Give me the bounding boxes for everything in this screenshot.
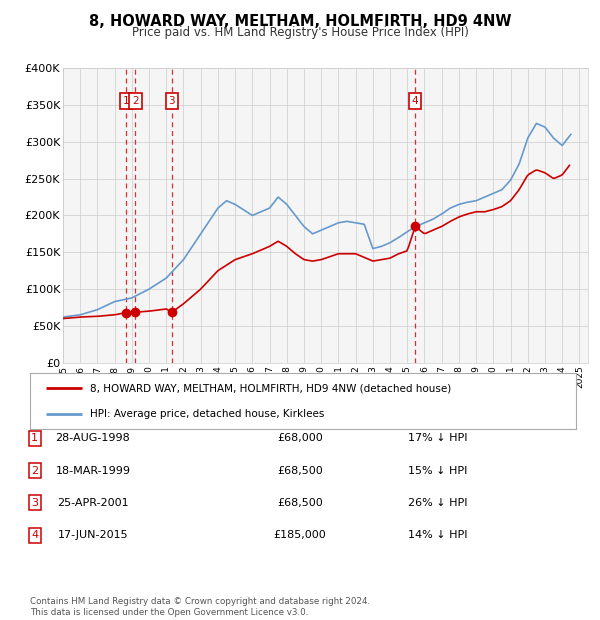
- Text: £68,500: £68,500: [277, 498, 323, 508]
- Text: 4: 4: [31, 530, 38, 540]
- Text: 26% ↓ HPI: 26% ↓ HPI: [408, 498, 468, 508]
- Text: 14% ↓ HPI: 14% ↓ HPI: [408, 530, 468, 540]
- Text: HPI: Average price, detached house, Kirklees: HPI: Average price, detached house, Kirk…: [90, 409, 325, 419]
- Text: 1: 1: [31, 433, 38, 443]
- Text: £185,000: £185,000: [274, 530, 326, 540]
- Text: 2: 2: [132, 96, 139, 107]
- Text: Price paid vs. HM Land Registry's House Price Index (HPI): Price paid vs. HM Land Registry's House …: [131, 26, 469, 39]
- Text: 8, HOWARD WAY, MELTHAM, HOLMFIRTH, HD9 4NW (detached house): 8, HOWARD WAY, MELTHAM, HOLMFIRTH, HD9 4…: [90, 383, 451, 393]
- Text: £68,500: £68,500: [277, 466, 323, 476]
- Text: 2: 2: [31, 466, 38, 476]
- Text: 18-MAR-1999: 18-MAR-1999: [56, 466, 131, 476]
- Text: 3: 3: [31, 498, 38, 508]
- Text: 3: 3: [169, 96, 175, 107]
- Text: 17-JUN-2015: 17-JUN-2015: [58, 530, 128, 540]
- Text: 25-APR-2001: 25-APR-2001: [57, 498, 129, 508]
- Text: 4: 4: [412, 96, 418, 107]
- Text: 1: 1: [122, 96, 129, 107]
- Text: £68,000: £68,000: [277, 433, 323, 443]
- Text: 28-AUG-1998: 28-AUG-1998: [56, 433, 130, 443]
- Text: 17% ↓ HPI: 17% ↓ HPI: [408, 433, 468, 443]
- Text: 8, HOWARD WAY, MELTHAM, HOLMFIRTH, HD9 4NW: 8, HOWARD WAY, MELTHAM, HOLMFIRTH, HD9 4…: [89, 14, 511, 29]
- Text: Contains HM Land Registry data © Crown copyright and database right 2024.
This d: Contains HM Land Registry data © Crown c…: [30, 598, 370, 617]
- Text: 15% ↓ HPI: 15% ↓ HPI: [409, 466, 467, 476]
